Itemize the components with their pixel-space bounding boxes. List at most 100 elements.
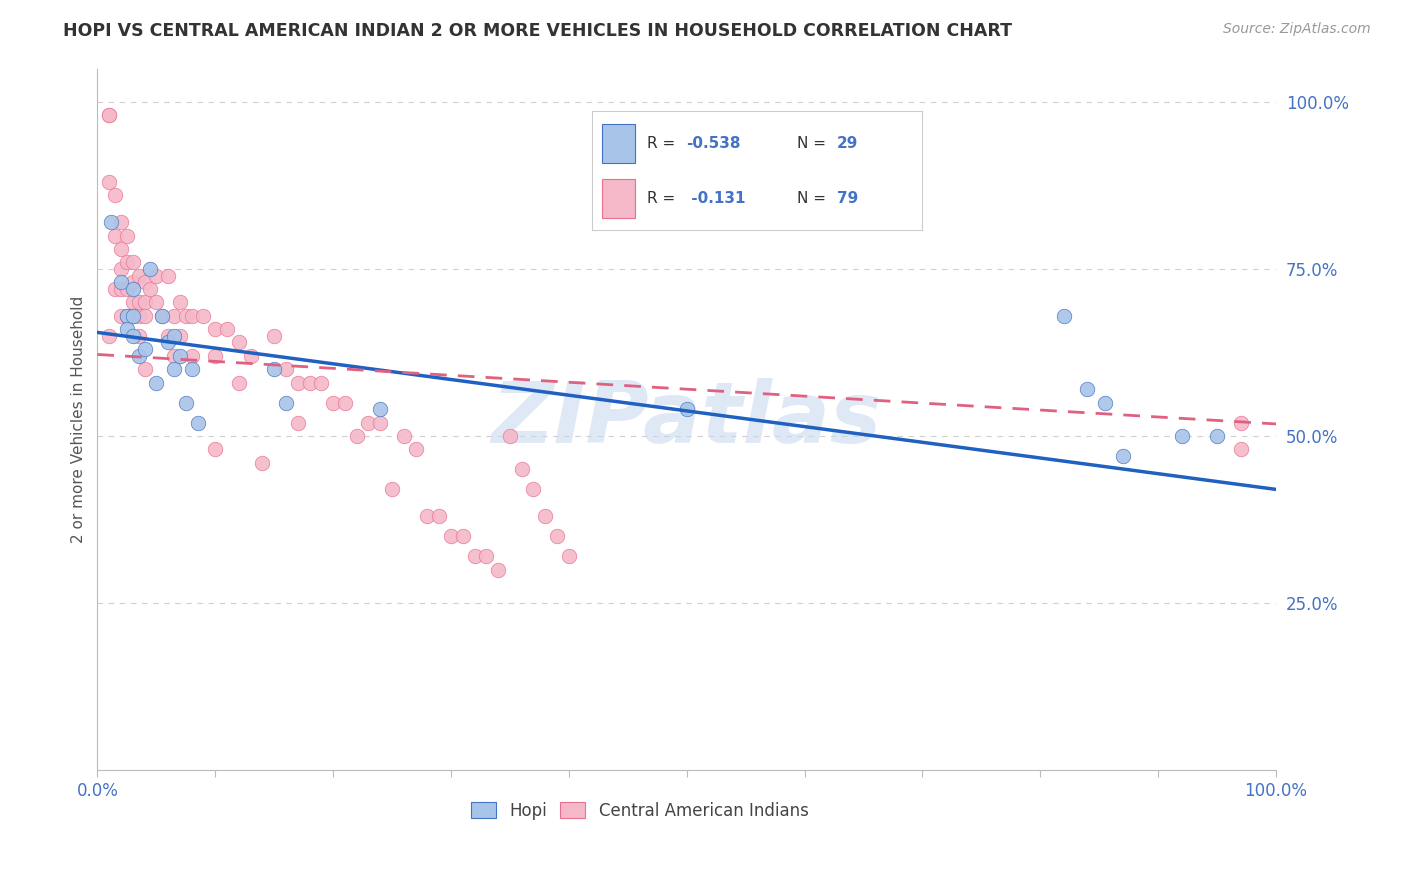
Point (440, 529, 463, 543)
Point (121, 309, 143, 323)
Point (110, 242, 132, 256)
Point (139, 262, 162, 277)
Point (104, 228, 127, 243)
Point (274, 395, 297, 409)
Point (675, 402, 697, 417)
Point (546, 529, 568, 543)
Point (1206, 429, 1229, 443)
Point (110, 262, 132, 277)
Point (368, 402, 391, 417)
Point (357, 416, 380, 430)
Point (128, 328, 150, 343)
Y-axis label: 2 or more Vehicles in Household: 2 or more Vehicles in Household (72, 295, 86, 543)
Point (134, 342, 156, 356)
Point (252, 456, 274, 470)
Point (98, 108, 121, 122)
Point (464, 549, 486, 564)
Point (427, 509, 450, 524)
Point (405, 442, 427, 457)
Point (169, 349, 191, 363)
Legend: Hopi, Central American Indians: Hopi, Central American Indians (465, 797, 814, 825)
Point (180, 362, 202, 376)
Point (110, 275, 132, 289)
Point (134, 362, 156, 376)
Point (150, 309, 173, 323)
Point (180, 309, 202, 323)
Point (157, 335, 180, 350)
Point (115, 322, 138, 336)
Point (163, 362, 186, 376)
Text: ZIPatlas: ZIPatlas (492, 377, 882, 461)
Point (163, 349, 186, 363)
Point (187, 416, 209, 430)
Point (163, 328, 186, 343)
Point (368, 416, 391, 430)
Point (174, 395, 197, 409)
Point (98, 175, 121, 189)
Point (115, 255, 138, 269)
Point (104, 282, 127, 296)
Point (322, 395, 344, 409)
Point (110, 282, 132, 296)
Point (150, 309, 173, 323)
Point (98, 328, 121, 343)
Point (145, 268, 167, 283)
Point (499, 429, 522, 443)
Point (416, 509, 439, 524)
Point (121, 295, 143, 310)
Point (451, 529, 474, 543)
Text: Source: ZipAtlas.com: Source: ZipAtlas.com (1223, 22, 1371, 37)
Point (263, 328, 285, 343)
Point (115, 309, 138, 323)
Point (163, 309, 186, 323)
Point (145, 376, 167, 390)
Point (346, 429, 368, 443)
Point (121, 328, 143, 343)
Point (121, 309, 143, 323)
Point (1094, 395, 1116, 409)
Point (100, 215, 122, 229)
Point (110, 215, 132, 229)
Point (287, 376, 309, 390)
Point (510, 462, 533, 476)
Point (121, 282, 143, 296)
Point (169, 328, 191, 343)
Point (534, 509, 557, 524)
Point (228, 335, 250, 350)
Point (522, 483, 544, 497)
Point (204, 322, 226, 336)
Point (298, 376, 321, 390)
Point (239, 349, 262, 363)
Point (215, 322, 238, 336)
Point (128, 268, 150, 283)
Point (180, 349, 202, 363)
Point (1229, 442, 1251, 457)
Point (110, 309, 132, 323)
Point (157, 268, 180, 283)
Point (134, 295, 156, 310)
Point (128, 349, 150, 363)
Point (1171, 429, 1194, 443)
Point (274, 362, 297, 376)
Point (115, 309, 138, 323)
Point (1112, 449, 1135, 463)
Point (174, 309, 197, 323)
Point (193, 309, 215, 323)
Point (333, 395, 356, 409)
Point (1053, 309, 1076, 323)
Point (1229, 416, 1251, 430)
Point (287, 416, 309, 430)
Point (134, 309, 156, 323)
Point (558, 549, 581, 564)
Point (121, 255, 143, 269)
Point (115, 228, 138, 243)
Point (98, 108, 121, 122)
Text: HOPI VS CENTRAL AMERICAN INDIAN 2 OR MORE VEHICLES IN HOUSEHOLD CORRELATION CHAR: HOPI VS CENTRAL AMERICAN INDIAN 2 OR MOR… (63, 22, 1012, 40)
Point (204, 349, 226, 363)
Point (128, 295, 150, 310)
Point (139, 282, 162, 296)
Point (228, 376, 250, 390)
Point (1076, 382, 1098, 396)
Point (121, 275, 143, 289)
Point (169, 295, 191, 310)
